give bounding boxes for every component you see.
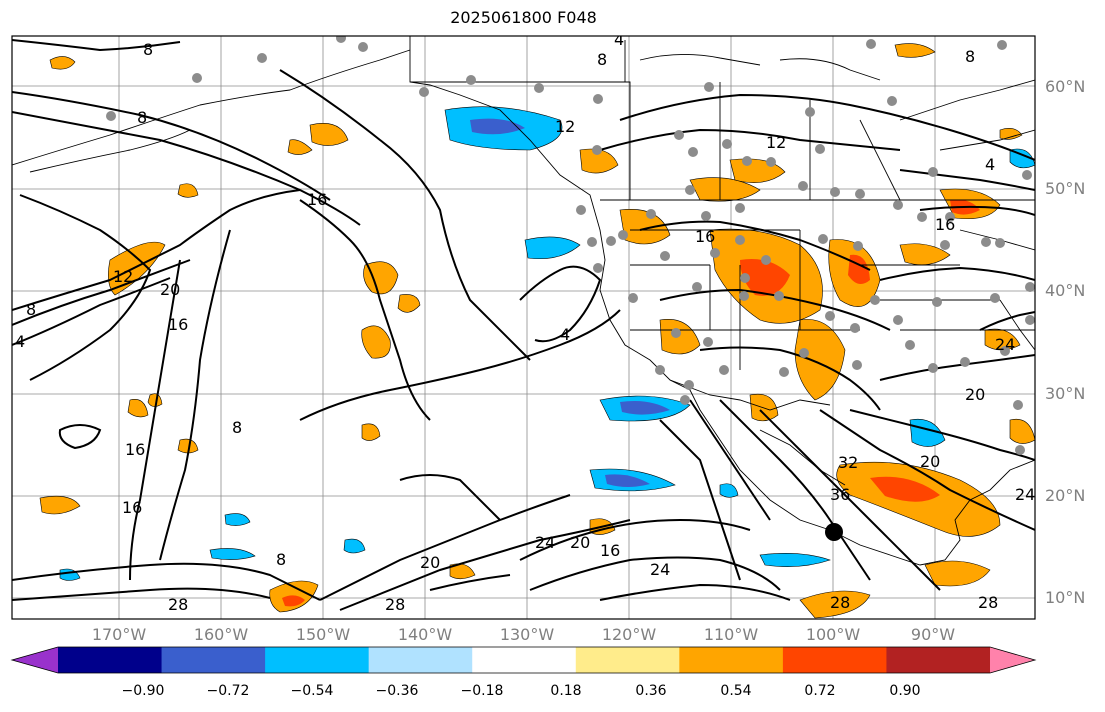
colorbar-tick: 0.72 bbox=[804, 683, 836, 699]
contour-label: 12 bbox=[766, 133, 786, 152]
lat-label-50n: 50°N bbox=[1045, 179, 1086, 198]
map-title: 2025061800 F048 bbox=[450, 8, 597, 27]
colorbar-tick: −0.36 bbox=[375, 683, 419, 699]
contour-label: 20 bbox=[420, 553, 440, 572]
lon-label-90w: 90°W bbox=[910, 625, 956, 644]
colorbar-tick: −0.90 bbox=[121, 683, 165, 699]
contour-label: 4 bbox=[15, 332, 25, 351]
colorbar-tick: 0.18 bbox=[550, 683, 582, 699]
contour-label: 16 bbox=[168, 315, 188, 334]
contour-label: 16 bbox=[600, 541, 620, 560]
contour-label: 4 bbox=[614, 30, 624, 49]
colorbar-extend-min bbox=[12, 647, 58, 673]
coastlines bbox=[12, 36, 1035, 566]
contour-label: 32 bbox=[838, 453, 858, 472]
lat-label-30n: 30°N bbox=[1045, 384, 1086, 403]
black-marker bbox=[825, 523, 843, 541]
contour-label: 16 bbox=[695, 227, 715, 246]
contour-label: 28 bbox=[168, 595, 188, 614]
lat-label-20n: 20°N bbox=[1045, 486, 1086, 505]
lon-label-120w: 120°W bbox=[601, 625, 657, 644]
contour-label: 16 bbox=[307, 190, 327, 209]
lon-label-160w: 160°W bbox=[193, 625, 249, 644]
colorbar-segment bbox=[368, 647, 473, 673]
contour-label: 20 bbox=[920, 452, 940, 471]
map-frame bbox=[11, 35, 1036, 620]
colorbar-outline bbox=[10, 646, 1037, 674]
contour-label: 28 bbox=[978, 593, 998, 612]
colorbar bbox=[10, 646, 1037, 674]
colorbar-segment bbox=[886, 647, 991, 673]
colorbar-segment bbox=[161, 647, 266, 673]
contour-label: 20 bbox=[965, 385, 985, 404]
lon-label-130w: 130°W bbox=[499, 625, 555, 644]
contour-label: 24 bbox=[995, 335, 1015, 354]
contour-label: 8 bbox=[232, 418, 242, 437]
colorbar-segment bbox=[782, 647, 887, 673]
lat-label-40n: 40°N bbox=[1045, 281, 1086, 300]
contour-label: 16 bbox=[935, 215, 955, 234]
colorbar-segment bbox=[265, 647, 370, 673]
contour-label: 24 bbox=[535, 533, 555, 552]
contour-label: 8 bbox=[26, 300, 36, 319]
contour-label: 12 bbox=[555, 117, 575, 136]
positive-anomaly-patches bbox=[39, 43, 1035, 619]
contour-label: 8 bbox=[143, 40, 153, 59]
station-markers bbox=[106, 36, 1035, 455]
contour-label: 4 bbox=[560, 325, 570, 344]
colorbar-tick: −0.72 bbox=[206, 683, 250, 699]
contour-label: 8 bbox=[137, 108, 147, 127]
lon-label-110w: 110°W bbox=[703, 625, 759, 644]
contour-lines bbox=[12, 39, 1035, 611]
contour-label: 24 bbox=[1015, 485, 1035, 504]
contour-label: 16 bbox=[122, 498, 142, 517]
contour-label: 28 bbox=[385, 595, 405, 614]
lon-label-100w: 100°W bbox=[805, 625, 861, 644]
colorbar-segment bbox=[575, 647, 680, 673]
contour-label: 20 bbox=[570, 533, 590, 552]
colorbar-tick: −0.54 bbox=[290, 683, 334, 699]
contour-label: 28 bbox=[830, 593, 850, 612]
contour-label: 4 bbox=[985, 155, 995, 174]
contour-label-layer: 8 8 8 12 12 16 16 20 16 8 4 4 8 12 16 16… bbox=[15, 30, 1035, 614]
contour-label: 8 bbox=[276, 550, 286, 569]
colorbar-tick: −0.18 bbox=[460, 683, 504, 699]
contour-label: 24 bbox=[650, 560, 670, 579]
colorbar-segment bbox=[679, 647, 784, 673]
colorbar-segment bbox=[472, 647, 577, 673]
colorbar-extend-max bbox=[990, 647, 1035, 673]
contour-label: 36 bbox=[830, 485, 850, 504]
contour-label: 8 bbox=[965, 47, 975, 66]
contour-label: 20 bbox=[160, 280, 180, 299]
lon-label-150w: 150°W bbox=[295, 625, 351, 644]
contour-label: 16 bbox=[125, 440, 145, 459]
lon-label-170w: 170°W bbox=[91, 625, 147, 644]
colorbar-tick: 0.36 bbox=[635, 683, 667, 699]
colorbar-tick: 0.90 bbox=[889, 683, 921, 699]
lon-label-140w: 140°W bbox=[397, 625, 453, 644]
colorbar-tick: 0.54 bbox=[720, 683, 752, 699]
lat-label-60n: 60°N bbox=[1045, 77, 1086, 96]
contour-label: 8 bbox=[597, 50, 607, 69]
lat-label-10n: 10°N bbox=[1045, 588, 1086, 607]
colorbar-segment bbox=[58, 647, 163, 673]
contour-label: 12 bbox=[113, 267, 133, 286]
negative-anomaly-patches bbox=[59, 106, 1035, 581]
